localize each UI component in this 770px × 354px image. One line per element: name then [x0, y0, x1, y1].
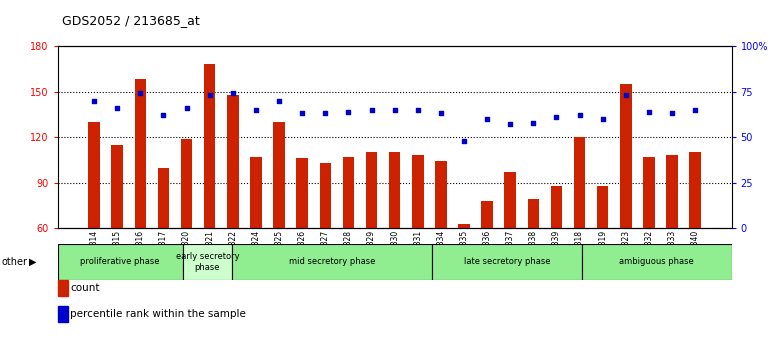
- Bar: [273, 122, 285, 228]
- Point: [458, 138, 470, 144]
- Bar: [227, 95, 239, 228]
- Text: GDS2052 / 213685_at: GDS2052 / 213685_at: [62, 13, 199, 27]
- Bar: [204, 64, 216, 228]
- Text: ambiguous phase: ambiguous phase: [619, 257, 694, 267]
- Bar: [58, 244, 182, 280]
- Bar: [320, 163, 331, 228]
- Bar: [481, 201, 493, 228]
- Bar: [432, 244, 582, 280]
- Point: [412, 107, 424, 113]
- Point: [226, 91, 239, 96]
- Point: [111, 105, 123, 111]
- Point: [597, 116, 609, 122]
- Bar: [551, 186, 562, 228]
- Text: other: other: [2, 257, 28, 267]
- Text: mid secretory phase: mid secretory phase: [289, 257, 376, 267]
- Point: [342, 109, 354, 114]
- Point: [296, 111, 308, 116]
- Point: [620, 92, 632, 98]
- Bar: [343, 157, 354, 228]
- Point: [319, 111, 331, 116]
- Point: [273, 98, 285, 103]
- Point: [574, 113, 586, 118]
- Bar: [89, 122, 100, 228]
- Bar: [233, 244, 432, 280]
- Bar: [643, 157, 654, 228]
- Bar: [366, 152, 377, 228]
- Text: proliferative phase: proliferative phase: [80, 257, 160, 267]
- Point: [203, 92, 216, 98]
- Bar: [458, 224, 470, 228]
- Bar: [135, 79, 146, 228]
- Bar: [689, 152, 701, 228]
- Point: [180, 105, 192, 111]
- Bar: [666, 155, 678, 228]
- Bar: [250, 157, 262, 228]
- Bar: [158, 167, 169, 228]
- Point: [157, 113, 169, 118]
- Point: [504, 121, 517, 127]
- Bar: [435, 161, 447, 228]
- Point: [249, 107, 262, 113]
- Bar: [296, 159, 308, 228]
- Bar: [412, 155, 424, 228]
- Point: [481, 116, 494, 122]
- Bar: [389, 152, 400, 228]
- Point: [666, 111, 678, 116]
- Bar: [504, 172, 516, 228]
- Point: [134, 91, 146, 96]
- Bar: [182, 244, 233, 280]
- Bar: [181, 139, 192, 228]
- Bar: [574, 137, 585, 228]
- Point: [527, 120, 540, 125]
- Point: [643, 109, 655, 114]
- Point: [435, 111, 447, 116]
- Text: count: count: [70, 283, 99, 293]
- Text: early secretory
phase: early secretory phase: [176, 252, 239, 272]
- Text: ▶: ▶: [29, 257, 37, 267]
- Text: late secretory phase: late secretory phase: [464, 257, 551, 267]
- Bar: [582, 244, 732, 280]
- Text: percentile rank within the sample: percentile rank within the sample: [70, 309, 246, 319]
- Point: [88, 98, 100, 103]
- Point: [689, 107, 701, 113]
- Bar: [112, 145, 123, 228]
- Bar: [597, 186, 608, 228]
- Bar: [527, 199, 539, 228]
- Bar: [620, 84, 631, 228]
- Point: [365, 107, 377, 113]
- Point: [551, 114, 563, 120]
- Point: [388, 107, 400, 113]
